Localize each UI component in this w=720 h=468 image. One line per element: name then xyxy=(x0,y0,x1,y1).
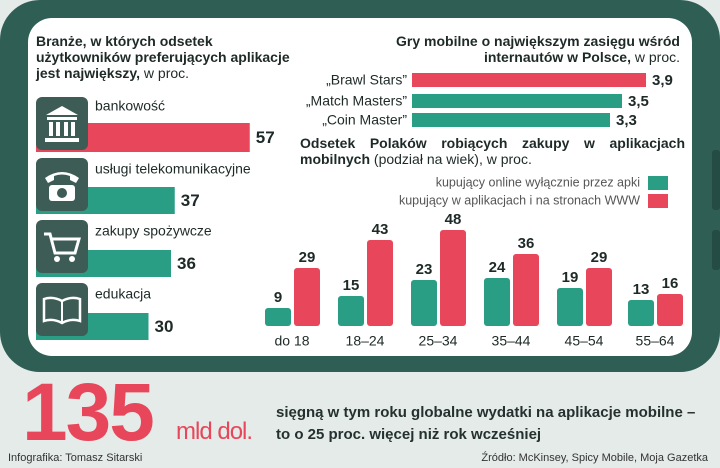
value-label: 36 xyxy=(177,254,196,273)
bar xyxy=(557,288,583,326)
value-label: 23 xyxy=(416,261,433,278)
bar xyxy=(367,240,393,326)
category-label: „Brawl Stars” xyxy=(326,72,407,88)
category-label: usługi telekomunikacyjne xyxy=(95,161,251,177)
bar xyxy=(440,230,466,326)
value-label: 37 xyxy=(181,191,200,210)
headline-text: sięgną w tym roku globalne wydatki na ap… xyxy=(276,404,696,443)
x-tick-label: 35–44 xyxy=(492,333,531,349)
value-label: 19 xyxy=(562,269,579,286)
value-label: 43 xyxy=(372,221,389,238)
legend-swatch xyxy=(648,176,668,190)
bar xyxy=(513,254,539,326)
value-label: 3,9 xyxy=(652,72,673,89)
value-label: 24 xyxy=(489,259,506,276)
chart-subtitle: (podział na wiek), w proc. xyxy=(373,151,532,167)
icon-bank xyxy=(36,97,88,150)
chart-title: Gry mobilne o największym zasięgu wśród … xyxy=(396,33,680,65)
value-label: 48 xyxy=(445,211,462,228)
bar xyxy=(412,94,622,108)
value-label: 30 xyxy=(155,317,174,336)
source: Źródło: McKinsey, Spicy Mobile, Moja Gaz… xyxy=(481,452,708,464)
credit: Infografika: Tomasz Sitarski xyxy=(8,452,143,464)
category-label: „Match Masters” xyxy=(306,93,407,109)
category-label: „Coin Master” xyxy=(322,112,407,128)
value-label: 15 xyxy=(343,277,360,294)
bar xyxy=(265,308,291,326)
value-label: 13 xyxy=(633,281,650,298)
value-label: 3,5 xyxy=(628,93,649,110)
value-label: 57 xyxy=(256,128,275,147)
bar xyxy=(412,73,646,87)
category-label: edukacja xyxy=(95,286,151,302)
icon-phone xyxy=(36,158,88,211)
bar xyxy=(412,113,610,127)
value-label: 29 xyxy=(299,249,316,266)
x-tick-label: 25–34 xyxy=(419,333,458,349)
chart-subtitle: w proc. xyxy=(143,65,190,81)
chart-title-block: Branże, w których odsetek użytkowników p… xyxy=(36,33,296,81)
chart-title: Odsetek Polaków robiących zakupy w aplik… xyxy=(300,135,685,167)
icon-book xyxy=(36,283,88,336)
value-label: 16 xyxy=(662,275,679,292)
chart-title: Branże, w których odsetek użytkowników p… xyxy=(36,33,290,81)
chart-title-block: Odsetek Polaków robiących zakupy w aplik… xyxy=(300,135,685,167)
value-label: 9 xyxy=(274,289,282,306)
bar xyxy=(628,300,654,326)
bar xyxy=(657,294,683,326)
x-tick-label: 55–64 xyxy=(636,333,675,349)
chart-subtitle: w proc. xyxy=(634,49,680,65)
phone-button xyxy=(712,150,720,210)
legend-swatch xyxy=(648,194,668,208)
x-tick-label: do 18 xyxy=(274,333,309,349)
icons xyxy=(36,97,88,336)
chart-title-block: Gry mobilne o największym zasięgu wśród … xyxy=(330,33,680,65)
value-label: 29 xyxy=(591,249,608,266)
value-label: 36 xyxy=(518,235,535,252)
bar xyxy=(586,268,612,326)
bar xyxy=(484,278,510,326)
icon-cart xyxy=(36,220,88,273)
value-label: 3,3 xyxy=(616,112,637,129)
bar xyxy=(294,268,320,326)
headline-number: 135 xyxy=(22,367,155,458)
phone-button xyxy=(712,230,720,270)
bar xyxy=(411,280,437,326)
x-tick-label: 18–24 xyxy=(346,333,385,349)
x-tick-label: 45–54 xyxy=(565,333,604,349)
legend-label: kupujący online wyłącznie przez apki xyxy=(436,175,640,189)
category-label: zakupy spożywcze xyxy=(95,223,212,239)
bar xyxy=(338,296,364,326)
legend-label: kupujący w aplikacjach i na stronach WWW xyxy=(399,193,640,207)
headline-unit: mld dol. xyxy=(176,418,253,445)
category-label: bankowość xyxy=(95,98,165,114)
